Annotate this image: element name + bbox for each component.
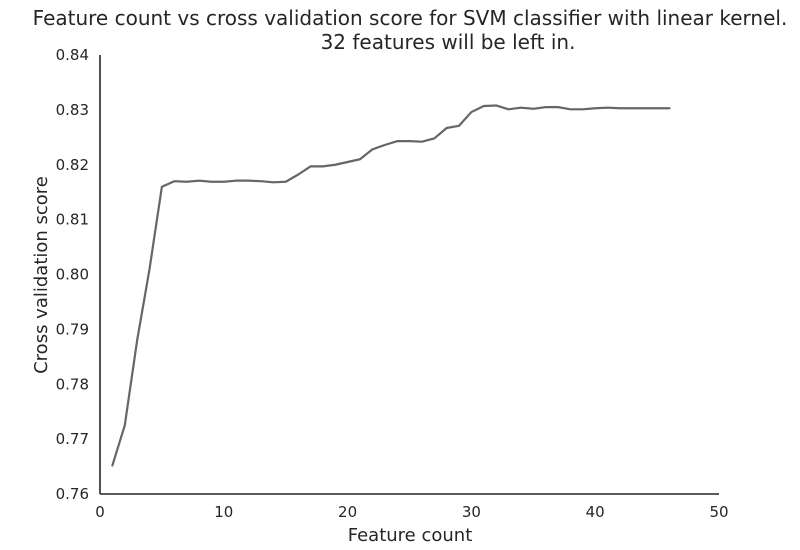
y-tick-label: 0.78	[56, 375, 89, 393]
x-tick-label: 30	[462, 503, 481, 521]
x-tick-label: 20	[338, 503, 357, 521]
y-tick-label: 0.76	[56, 485, 89, 503]
x-axis-ticks: 0 10 20 30 40 50	[95, 503, 728, 521]
x-axis-label: Feature count	[348, 525, 473, 546]
y-axis-ticks: 0.76 0.77 0.78 0.79 0.80 0.81 0.82 0.83 0.84	[56, 46, 89, 503]
y-tick-label: 0.79	[56, 320, 89, 338]
x-tick-label: 50	[709, 503, 728, 521]
chart-subtitle: 32 features will be left in.	[321, 30, 576, 54]
x-tick-label: 40	[586, 503, 605, 521]
y-tick-label: 0.82	[56, 156, 89, 174]
x-tick-label: 0	[95, 503, 105, 521]
y-tick-label: 0.81	[56, 211, 89, 229]
y-tick-label: 0.84	[56, 46, 89, 64]
series-line	[111, 104, 671, 467]
y-tick-label: 0.83	[56, 101, 89, 119]
x-tick-label: 10	[214, 503, 233, 521]
y-axis-label: Cross validation score	[31, 176, 52, 374]
chart-title: Feature count vs cross validation score …	[33, 6, 788, 30]
y-tick-label: 0.80	[56, 266, 89, 284]
y-tick-label: 0.77	[56, 430, 89, 448]
